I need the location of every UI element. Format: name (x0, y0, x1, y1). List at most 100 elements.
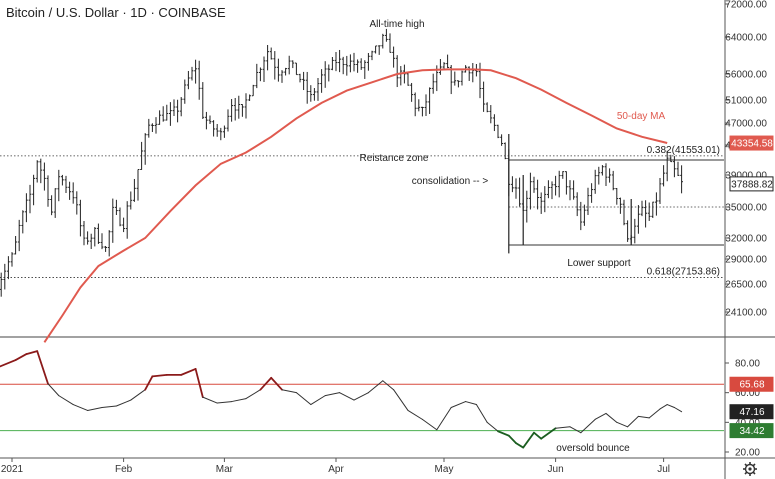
rsi-segment (475, 404, 488, 423)
rsi-segment (436, 407, 452, 431)
price-tick-label: 35000.00 (725, 203, 767, 214)
lower-support-label: Lower support (567, 258, 631, 269)
rsi-segment (0, 359, 17, 368)
50-day-ma-label: 50-day MA (617, 111, 666, 122)
rsi-segment (522, 431, 535, 449)
rsi-segment (627, 415, 639, 428)
rsi-tick-label: 20.00 (735, 448, 760, 459)
rsi-segment (507, 434, 517, 445)
rsi-segment (47, 383, 60, 397)
chart-title: Bitcoin / U.S. Dollar · 1D · COINBASE (6, 5, 226, 20)
rsi-segment (421, 418, 438, 431)
level-label-fib-0382: 0.382(41553.01) (647, 145, 720, 156)
rsi-segment (569, 426, 582, 434)
rsi-segment (295, 392, 312, 406)
rsi-segment (144, 375, 154, 391)
rsi-segment (231, 398, 247, 403)
price-tick-label: 64000.00 (725, 33, 767, 44)
time-tick-label: Feb (115, 464, 133, 475)
chart-annotations: All-time high 50-day MA Reistance zone cons… (360, 19, 666, 454)
price-tick-label: 39000.00 (725, 171, 767, 182)
rsi-segment (216, 401, 233, 404)
price-tick-label: 32000.00 (725, 234, 767, 245)
rsi-bands (0, 383, 724, 432)
rsi-segment (540, 427, 557, 440)
rsi-segment (58, 395, 74, 406)
time-tick-label: May (435, 464, 454, 475)
rsi-segment (101, 405, 117, 408)
price-tick-label: 51000.00 (725, 96, 767, 107)
rsi-segment (270, 376, 283, 391)
rsi-segment (465, 401, 477, 406)
rsi-segment (115, 399, 132, 407)
time-tick-label: Jul (657, 464, 670, 475)
overbought-badge-text: 65.68 (739, 380, 764, 391)
rsi-segment (637, 415, 650, 419)
overbought-badge (729, 376, 774, 392)
price-tick-label: 56000.00 (725, 70, 767, 81)
rsi-segment (616, 421, 629, 428)
gear-icon[interactable] (743, 462, 757, 476)
rsi-segment (497, 430, 510, 437)
rsi-last-badge-text: 47.16 (739, 407, 764, 418)
rsi-segment (36, 350, 49, 385)
rsi-last-badge (729, 404, 774, 420)
rsi-segment (353, 392, 369, 401)
rsi-segment (580, 418, 596, 434)
oversold-bounce-label: oversold bounce (556, 443, 630, 454)
rsi-segment (310, 395, 326, 406)
price-candles (0, 28, 683, 297)
rsi-segment (666, 404, 675, 408)
rsi-segment (594, 412, 607, 420)
oversold-badge-text: 34.42 (739, 426, 764, 437)
level-label-fib-0618: 0.618(27153.86) (647, 266, 720, 277)
price-tick-label: 26500.00 (725, 280, 767, 291)
rsi-segment (202, 396, 218, 404)
rsi-segment (605, 412, 618, 423)
rsi-segment (72, 404, 89, 411)
resistance-zone-label: Reistance zone (360, 153, 429, 164)
rsi-segment (673, 407, 683, 413)
rsi-segment (194, 368, 204, 399)
all-time-high-label: All-time high (369, 19, 424, 30)
rsi-segment (14, 353, 28, 361)
price-tick-label: 72000.00 (725, 0, 767, 11)
rsi-segment (659, 404, 668, 410)
rsi-segment (25, 350, 39, 356)
rsi-segment (648, 408, 661, 419)
rsi-segment (130, 389, 146, 401)
rsi-segment (367, 380, 384, 394)
rsi-segment (87, 407, 103, 411)
time-tick-label: Jun (548, 464, 564, 475)
ma-value-badge-text: 43354.58 (731, 139, 773, 150)
rsi-segment (450, 401, 467, 408)
price-tick-label: 29000.00 (725, 255, 767, 266)
axis-badges: 43354.58 37888.82 65.68 47.16 34.42 (729, 135, 774, 439)
rsi-segment (245, 389, 261, 400)
last-price-badge-text: 37888.82 (731, 179, 773, 190)
rsi-tick-label: 60.00 (735, 388, 760, 399)
time-tick-label: Mar (216, 464, 234, 475)
rsi-segment (259, 376, 273, 391)
time-tick-label: 2021 (1, 464, 24, 475)
ma-line (43, 68, 668, 343)
time-axis-ticks: 2021 Feb Mar Apr May Jun Jul (1, 458, 670, 475)
rsi-segment (407, 409, 423, 420)
ma-value-badge (729, 135, 774, 151)
rsi-segment (339, 392, 355, 401)
rsi-segment (486, 421, 499, 432)
rsi-segment (281, 389, 297, 394)
consolidation-label: consolidation -- > (412, 176, 489, 187)
last-price-badge (729, 176, 774, 192)
rsi-segment (393, 389, 409, 411)
rsi-segment (180, 368, 197, 376)
rsi-segment (382, 380, 395, 391)
rsi-tick-label: 80.00 (735, 359, 760, 370)
rsi-segment (555, 426, 571, 429)
rsi-segment (151, 373, 168, 378)
rsi-segment (515, 442, 525, 449)
rsi-segment (324, 392, 341, 397)
time-tick-label: Apr (328, 464, 344, 475)
price-tick-label: 47000.00 (725, 119, 767, 130)
